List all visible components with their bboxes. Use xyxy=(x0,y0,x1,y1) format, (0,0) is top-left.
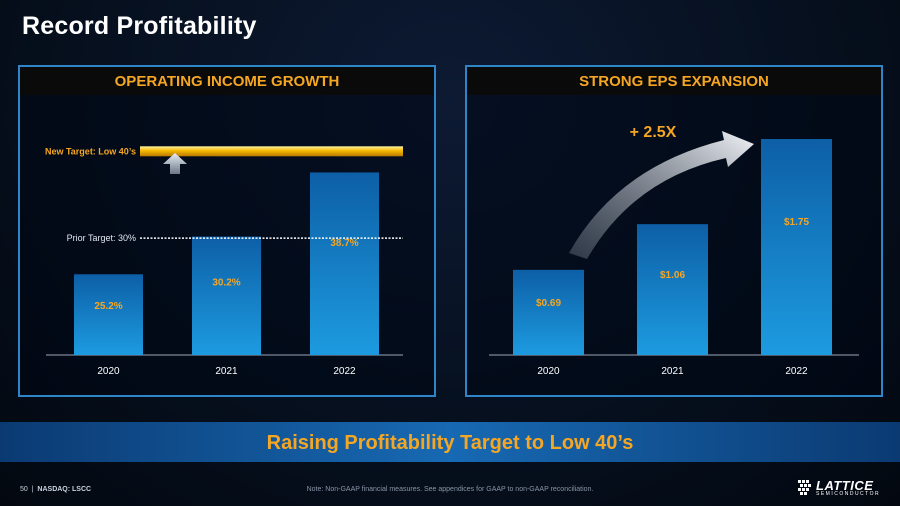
up-arrow-icon xyxy=(163,153,187,174)
data-label-2021: 30.2% xyxy=(212,278,240,289)
bar-2021 xyxy=(192,236,261,355)
x-tick-2022: 2022 xyxy=(333,366,356,377)
bar-2020 xyxy=(513,269,584,355)
prior-target-label: Prior Target: 30% xyxy=(67,233,136,243)
x-tick-2020: 2020 xyxy=(97,366,120,377)
page-number: 50 xyxy=(20,486,28,493)
bar-2020 xyxy=(74,274,143,355)
bar-2021 xyxy=(637,224,708,355)
x-tick-2022: 2022 xyxy=(785,366,808,377)
data-label-2021: $1.06 xyxy=(660,270,685,281)
x-tick-2021: 2021 xyxy=(215,366,238,377)
growth-multiple-label: + 2.5X xyxy=(630,124,677,141)
x-tick-2021: 2021 xyxy=(661,366,684,377)
logo-subtext: SEMICONDUCTOR xyxy=(816,491,881,497)
eps-title: STRONG EPS EXPANSION xyxy=(467,67,881,95)
footer-separator: | xyxy=(29,486,36,493)
footnote: Note: Non-GAAP financial measures. See a… xyxy=(306,486,594,493)
lattice-logo-icon xyxy=(798,480,811,495)
ticker-label: NASDAQ: LSCC xyxy=(37,486,92,493)
data-label-2020: 25.2% xyxy=(94,301,122,312)
data-label-2020: $0.69 xyxy=(536,298,561,309)
operating-income-title: OPERATING INCOME GROWTH xyxy=(20,67,434,95)
eps-panel: STRONG EPS EXPANSION $0.69 2020 $1.06 2021 $… xyxy=(465,65,883,397)
x-tick-2020: 2020 xyxy=(537,366,560,377)
growth-arrow-icon xyxy=(569,131,754,259)
new-target-label: New Target: Low 40’s xyxy=(45,146,136,156)
lattice-logo: LATTICE SEMICONDUCTOR xyxy=(798,478,888,498)
data-label-2022: $1.75 xyxy=(784,217,809,228)
new-target-band xyxy=(140,146,403,157)
bar-2022 xyxy=(761,139,832,355)
slide-title: Record Profitability xyxy=(22,12,257,40)
operating-income-chart: 25.2% 2020 30.2% 2021 38.7% 2022 Prior Target:… xyxy=(45,146,403,377)
target-banner: Raising Profitability Target to Low 40’s xyxy=(0,422,900,462)
operating-income-panel: OPERATING INCOME GROWTH 25.2% 2020 30.2% 20… xyxy=(18,65,436,397)
logo-wordmark: LATTICE xyxy=(816,478,874,493)
page-footer: 50 | NASDAQ: LSCC xyxy=(20,486,91,493)
eps-chart: $0.69 2020 $1.06 2021 $1.75 2022 + 2.5X xyxy=(489,124,859,377)
bar-2022 xyxy=(310,172,379,355)
data-label-2022: 38.7% xyxy=(330,238,358,249)
